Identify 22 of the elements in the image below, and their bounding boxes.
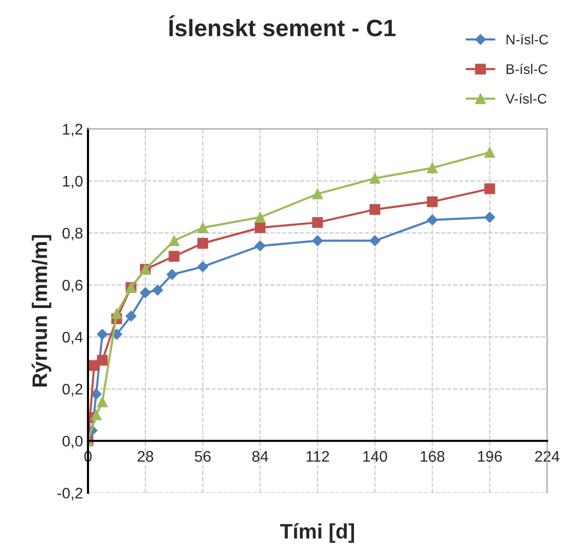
legend-label: N-ísl-C xyxy=(506,34,548,44)
y-tick-label: 1,2 xyxy=(63,124,82,136)
legend-label: V-ísl-C xyxy=(506,93,547,104)
y-axis-title: Rýrnun [mm/m] xyxy=(32,235,52,386)
x-tick-label: 224 xyxy=(535,451,560,462)
x-tick-label: 168 xyxy=(420,451,444,462)
x-tick-label: 84 xyxy=(252,451,268,462)
x-tick-label: 112 xyxy=(306,451,329,462)
x-tick-label: 196 xyxy=(478,451,502,462)
y-tick-label: 0,0 xyxy=(62,436,83,448)
y-tick-label: -0,2 xyxy=(57,488,82,500)
y-tick-label: 1,0 xyxy=(63,176,83,188)
x-tick-label: 28 xyxy=(138,451,154,462)
chart-title: Íslenskt sement - C1 xyxy=(169,15,396,36)
legend-label: B-ísl-C xyxy=(506,64,548,74)
y-tick-label: 0,6 xyxy=(62,280,82,292)
y-tick-label: 0,2 xyxy=(62,384,82,396)
x-tick-label: 56 xyxy=(194,451,211,462)
y-tick-label: 0,8 xyxy=(62,228,82,240)
y-tick-label: 0,4 xyxy=(62,332,83,344)
x-tick-label: 140 xyxy=(363,451,388,462)
x-axis-title: Tími [d] xyxy=(280,523,354,543)
